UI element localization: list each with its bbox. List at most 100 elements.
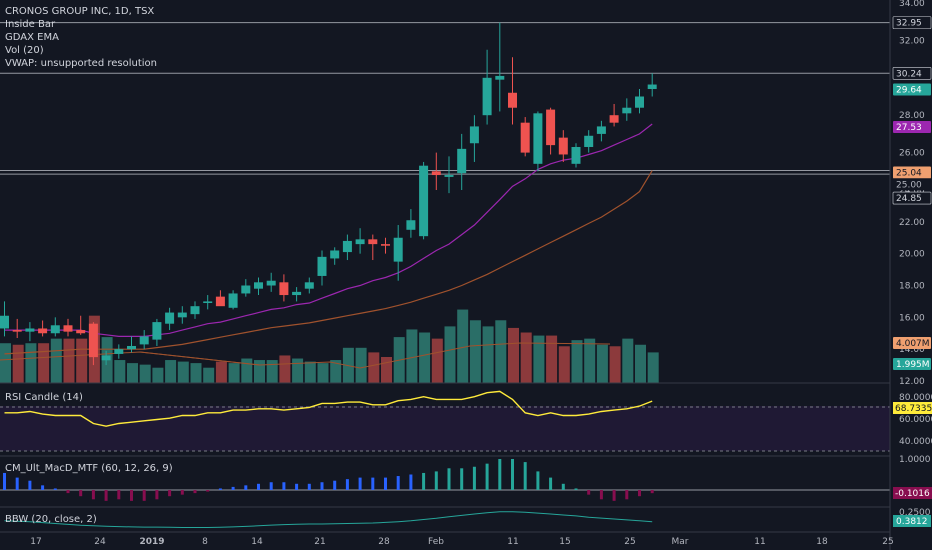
candle-body[interactable] [304,282,314,289]
rsi-band [0,406,890,451]
candle-body[interactable] [127,345,136,350]
price-tick-label: 22.00 [899,218,925,228]
rsi-pane-label[interactable]: RSI Candle (14) [5,392,83,403]
candle-body[interactable] [139,336,149,345]
candle-body[interactable] [228,293,238,308]
candle-body[interactable] [508,92,517,108]
macd-bar [485,463,489,490]
price-tick-label: 16.00 [899,313,925,323]
time-axis[interactable]: 17 24 2019 8 14 21 28 Feb 11 15 25 Mar 11 18 25 [30,537,893,547]
candle-body[interactable] [647,84,657,90]
macd-bar [3,472,6,490]
candle-body[interactable] [254,282,263,289]
macd-bar [41,485,45,490]
candle-body[interactable] [596,126,606,134]
candle-body[interactable] [342,240,352,253]
candle-body[interactable] [12,330,22,332]
candle-body[interactable] [469,126,479,144]
candle-body[interactable] [203,301,213,304]
macd-last-tag-label[interactable]: -0.1016 [895,489,930,499]
price-axis[interactable]: 34.00 32.00 28.00 26.00 24.00 22.00 20.00 18.00… [891,0,932,550]
candle-body[interactable] [25,328,35,332]
candle-body[interactable] [190,306,200,315]
candle-body[interactable] [482,77,492,116]
price-tag-label[interactable]: 4.007M [896,339,930,349]
candle-body[interactable] [88,323,98,358]
candle-body[interactable] [355,239,365,245]
symbol-title[interactable]: CRONOS GROUP INC, 1D, TSX [5,6,155,17]
volume-bar [635,344,646,383]
volume-bar [381,356,392,383]
candle-body[interactable] [635,96,644,108]
candle-body[interactable] [546,109,556,146]
candle-body[interactable] [406,220,416,230]
macd-pane-label[interactable]: CM_Ult_MacD_MTF (60, 12, 26, 9) [5,463,173,474]
candle-body[interactable] [368,239,378,245]
bbw-line [4,511,653,528]
macd-bar [333,480,337,490]
macd-bar [460,468,464,490]
candle-body[interactable] [152,322,162,340]
indicator-inside-bar[interactable]: Inside Bar [5,19,56,30]
candle-body[interactable] [215,296,225,307]
volume-bar [254,360,265,383]
candle-body[interactable] [101,355,111,361]
candle-body[interactable] [571,146,581,164]
price-tag-label[interactable]: 24.85 [896,194,922,204]
pane-dividers[interactable] [0,0,891,550]
candle-body[interactable] [584,135,594,147]
candle-body[interactable] [266,280,276,286]
candle-body[interactable] [317,256,327,276]
volume-ma-line [0,342,611,369]
indicator-volume[interactable]: Vol (20) [5,45,44,56]
candle-body[interactable] [38,328,48,334]
time-tick-label: 11 [754,537,765,547]
price-tag-label[interactable]: 29.64 [896,86,922,96]
price-tag-label[interactable]: 30.24 [896,69,922,79]
candle-body[interactable] [431,171,441,176]
volume-bar [533,335,545,383]
candle-body[interactable] [76,330,86,334]
indicator-gdax-ema[interactable]: GDAX EMA [5,32,59,43]
price-tag-label[interactable]: 25.04 [896,169,922,179]
candle-body[interactable] [241,285,251,294]
candle-body[interactable] [50,325,60,334]
candle-body[interactable] [0,315,9,329]
price-tag-label[interactable]: 25.00 [896,180,922,190]
candle-body[interactable] [419,165,429,237]
macd-bar [587,490,591,495]
price-tag-label[interactable]: 32.95 [896,19,922,29]
macd-bar [79,490,83,497]
bbw-last-tag-label[interactable]: 0.3812 [896,517,928,527]
candle-body[interactable] [622,107,632,114]
bbw-pane [4,511,653,528]
candle-body[interactable] [495,75,505,80]
volume-bar [177,361,189,383]
candle-body[interactable] [393,237,403,262]
candle-body[interactable] [558,137,568,155]
candle-body[interactable] [165,312,175,324]
price-tag-label[interactable]: 1.995M [896,360,930,370]
candle-body[interactable] [457,148,467,174]
candle-body[interactable] [177,312,187,318]
candle-body[interactable] [330,250,340,259]
price-tag-label[interactable]: 27.53 [896,123,922,133]
rsi-last-tag-label[interactable]: 68.7335 [895,404,932,414]
macd-bar [307,483,311,490]
candle-body[interactable] [520,122,530,153]
macd-bar [231,486,235,490]
bbw-pane-label[interactable]: BBW (20, close, 2) [5,514,97,525]
candle-body[interactable] [114,349,124,354]
candle-body[interactable] [444,175,454,177]
candles[interactable] [0,22,657,366]
candle-body[interactable] [609,115,619,123]
candle-body[interactable] [279,282,289,296]
candle-body[interactable] [381,244,390,246]
candle-body[interactable] [63,325,73,332]
candle-body[interactable] [292,291,302,296]
volume-bar [139,364,151,383]
candle-body[interactable] [533,113,543,164]
macd-bar [282,482,286,490]
indicator-vwap[interactable]: VWAP: unsupported resolution [5,58,157,69]
